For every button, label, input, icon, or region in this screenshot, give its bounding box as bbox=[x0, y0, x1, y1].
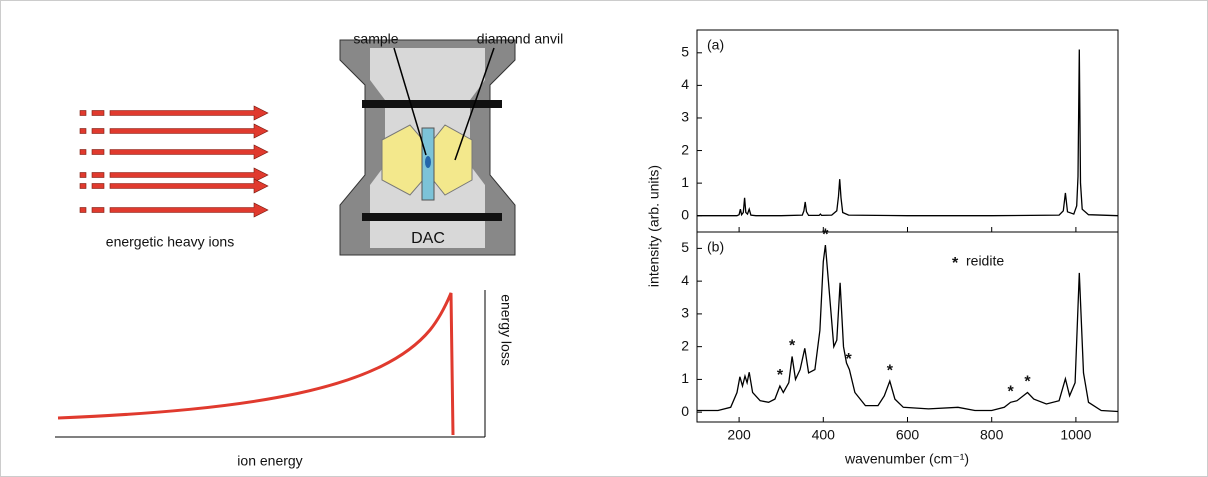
y-tick-label: 5 bbox=[681, 44, 689, 60]
y-tick-label: 3 bbox=[681, 305, 689, 321]
y-tick-label: 3 bbox=[681, 109, 689, 125]
arrow bbox=[109, 123, 269, 139]
reidite-marker: * bbox=[789, 338, 796, 355]
plot-frame bbox=[696, 231, 1119, 423]
sample-label: sample bbox=[353, 31, 398, 47]
x-tick-label: 400 bbox=[812, 427, 836, 443]
arrow bbox=[109, 105, 269, 121]
panel-label: (a) bbox=[707, 37, 724, 53]
spectrum-line bbox=[697, 49, 1119, 217]
dac-label: DAC bbox=[411, 230, 445, 247]
reidite-marker: * bbox=[887, 362, 894, 379]
reidite-marker: * bbox=[845, 351, 852, 368]
x-tick-label: 1000 bbox=[1060, 427, 1091, 443]
arrow-dash bbox=[79, 207, 87, 213]
y-tick-label: 0 bbox=[681, 403, 689, 419]
x-tick-label: 200 bbox=[727, 427, 751, 443]
y-tick-label: 1 bbox=[681, 370, 689, 386]
y-tick-label: 2 bbox=[681, 141, 689, 157]
ion-label: energetic heavy ions bbox=[106, 234, 234, 250]
arrow-dash bbox=[91, 207, 105, 213]
bragg-curve bbox=[55, 290, 486, 438]
panel-label: (b) bbox=[707, 239, 724, 255]
plot-frame bbox=[696, 29, 1119, 233]
bragg-x-label: ion energy bbox=[237, 453, 302, 469]
arrow-dash bbox=[91, 128, 105, 134]
ion-arrows bbox=[79, 105, 269, 218]
reidite-marker: * bbox=[777, 367, 784, 384]
y-tick-label: 4 bbox=[681, 76, 689, 92]
arrow-dash bbox=[91, 149, 105, 155]
y-tick-label: 2 bbox=[681, 337, 689, 353]
reidite-marker: * bbox=[1008, 384, 1015, 401]
arrow-dash bbox=[91, 183, 105, 189]
arrow-dash bbox=[91, 172, 105, 178]
arrow bbox=[109, 178, 269, 194]
arrow bbox=[109, 167, 269, 183]
y-tick-label: 5 bbox=[681, 239, 689, 255]
y-tick-label: 4 bbox=[681, 272, 689, 288]
reidite-marker: * bbox=[822, 226, 829, 243]
arrow bbox=[109, 144, 269, 160]
bragg-y-label: energy loss bbox=[498, 294, 514, 366]
y-tick-label: 1 bbox=[681, 174, 689, 190]
anvil-label: diamond anvil bbox=[477, 31, 563, 47]
arrow-dash bbox=[79, 183, 87, 189]
legend-symbol: * bbox=[952, 255, 959, 272]
x-axis-label: wavenumber (cm⁻¹) bbox=[844, 451, 969, 467]
arrow-dash bbox=[79, 110, 87, 116]
arrow bbox=[109, 202, 269, 218]
dac bbox=[339, 39, 516, 256]
legend-label: reidite bbox=[966, 253, 1004, 269]
reidite-marker: * bbox=[1024, 374, 1031, 391]
arrow-dash bbox=[91, 110, 105, 116]
x-tick-label: 800 bbox=[980, 427, 1004, 443]
y-tick-label: 0 bbox=[681, 206, 689, 222]
x-tick-label: 600 bbox=[896, 427, 920, 443]
arrow-dash bbox=[79, 172, 87, 178]
arrow-dash bbox=[79, 149, 87, 155]
spectrum-line bbox=[697, 245, 1119, 413]
arrow-dash bbox=[79, 128, 87, 134]
y-axis-label: intensity (arb. units) bbox=[646, 165, 662, 287]
